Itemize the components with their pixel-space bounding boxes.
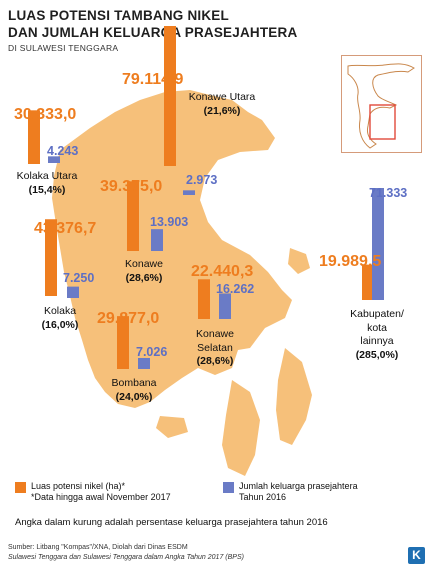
families-bar-konawe — [151, 229, 163, 251]
families-bar-konawe-utara — [183, 190, 195, 195]
wawonii-island — [288, 248, 310, 274]
inset-highlight-box — [369, 104, 396, 140]
legend-families-label: Jumlah keluarga prasejahtera — [239, 481, 358, 491]
families-bar-konawe-selatan — [219, 293, 231, 319]
value-families-bombana: 7.026 — [136, 345, 168, 359]
nickel-bar-kolaka-utara — [28, 110, 40, 164]
kabaena-island — [156, 416, 188, 438]
value-families-konawe-selatan: 16.262 — [216, 282, 255, 296]
value-families-kolaka-utara: 4.243 — [47, 144, 79, 158]
inset-sulawesi-shape — [347, 63, 415, 149]
region-name: Konawe — [125, 258, 163, 270]
percentage-note: Angka dalam kurung adalah persentase kel… — [15, 517, 328, 528]
legend-nickel-label: Luas potensi nikel (ha)* — [31, 481, 126, 491]
legend-families: Jumlah keluarga prasejahtera Tahun 2016 — [239, 481, 358, 504]
value-nickel-kolaka: 43.376,7 — [34, 220, 97, 237]
value-families-konawe-utara: 2.973 — [186, 173, 218, 187]
legend-swatch-families — [223, 482, 234, 493]
region-name: Konawe Utara — [188, 91, 256, 103]
region-label-konawe-selatan: Konawe Selatan (28,6%) — [196, 328, 234, 369]
region-label-lainnya: Kabupaten/ kota lainnya (285,0%) — [350, 308, 404, 363]
region-label-konawe: Konawe (28,6%) — [125, 258, 163, 285]
region-label-konawe-utara: Konawe Utara (21,6%) — [189, 91, 256, 118]
legend-families-year: Tahun 2016 — [239, 492, 287, 503]
value-nickel-konawe: 39.375,0 — [100, 178, 163, 195]
nickel-bar-konawe — [127, 181, 139, 251]
region-name: Selatan — [197, 341, 233, 354]
region-label-kolaka-utara: Kolaka Utara (15,4%) — [17, 170, 78, 197]
region-label-kolaka: Kolaka (16,0%) — [42, 305, 79, 332]
nickel-bar-bombana — [117, 316, 129, 369]
families-bar-kolaka-utara — [48, 156, 60, 163]
region-percentage: (21,6%) — [203, 104, 241, 117]
mainland-shape — [52, 90, 292, 408]
kompas-logo: K — [408, 547, 425, 564]
value-nickel-konawe-selatan: 22.440,3 — [191, 263, 254, 280]
region-label-bombana: Bombana (24,0%) — [112, 377, 157, 404]
buton-island — [276, 348, 312, 445]
muna-island — [222, 380, 260, 476]
families-bar-bombana — [138, 357, 150, 369]
value-nickel-kolaka-utara: 30.333,0 — [14, 106, 77, 123]
value-nickel-konawe-utara: 79.114,9 — [122, 71, 184, 88]
region-percentage: (16,0%) — [41, 318, 79, 331]
nickel-bar-kolaka — [45, 219, 57, 296]
title-line-1: LUAS POTENSI TAMBANG NIKEL — [8, 8, 229, 23]
region-percentage: (24,0%) — [115, 390, 153, 403]
region-name: Kolaka Utara — [16, 170, 78, 182]
region-name: Bombana — [111, 377, 157, 389]
region-name: kota — [367, 321, 387, 334]
inset-locator-map — [341, 55, 422, 153]
legend-swatch-nickel — [15, 482, 26, 493]
title-line-2: DAN JUMLAH KELUARGA PRASEJAHTERA — [8, 25, 298, 40]
region-percentage: (28,6%) — [125, 271, 163, 284]
nickel-bar-konawe-utara — [164, 26, 176, 166]
region-percentage: (28,6%) — [196, 355, 234, 368]
value-families-kolaka: 7.250 — [63, 271, 95, 285]
subtitle: DI SULAWESI TENGGARA — [8, 43, 119, 53]
legend-nickel: Luas potensi nikel (ha)* *Data hingga aw… — [31, 481, 171, 504]
families-bar-kolaka — [67, 286, 79, 298]
value-nickel-lainnya: 19.989,5 — [319, 253, 382, 270]
source-line-1: Sumber: Litbang "Kompas"/XNA, Diolah dar… — [8, 544, 188, 551]
region-name: Kolaka — [43, 305, 77, 317]
nickel-bar-konawe-selatan — [198, 279, 210, 319]
legend-nickel-note: *Data hingga awal November 2017 — [31, 492, 171, 503]
value-families-lainnya: 71.333 — [369, 186, 408, 200]
value-nickel-bombana: 29.877,0 — [97, 310, 160, 327]
families-bar-lainnya — [372, 188, 384, 300]
region-name: Kabupaten/ — [350, 308, 404, 320]
source-line-2: Sulawesi Tenggara dan Sulawesi Tenggara … — [8, 554, 244, 561]
region-name: lainnya — [360, 335, 394, 348]
region-percentage: (15,4%) — [28, 183, 66, 196]
value-families-konawe: 13.903 — [150, 215, 189, 229]
region-percentage: (285,0%) — [355, 348, 399, 361]
region-name: Konawe — [196, 328, 234, 340]
nickel-bar-lainnya — [362, 264, 374, 300]
